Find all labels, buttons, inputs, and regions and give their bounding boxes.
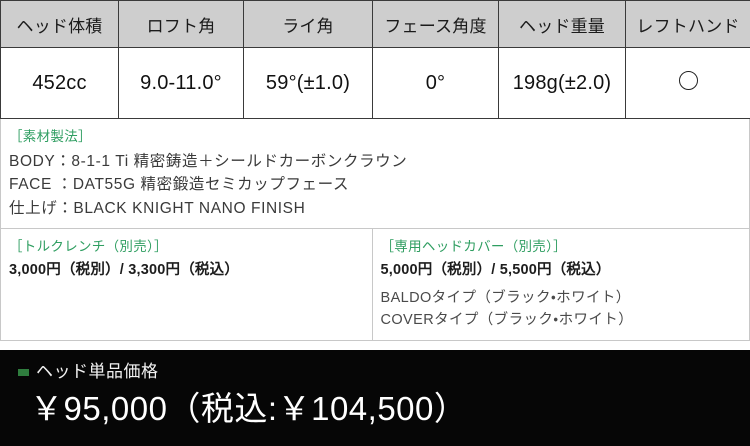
value-head-weight: 198g(±2.0): [498, 47, 626, 119]
head-cover-type-cover: COVERタイプ（ブラック・ホワイト）: [380, 312, 634, 329]
head-cover-price: 5,000円（税別）/ 5,500円（税込）: [380, 262, 611, 279]
value-loft-angle: 9.0-11.0°: [118, 47, 244, 119]
material-line-finish: 仕上げ：BLACK KNIGHT NANO FINISH: [9, 199, 306, 217]
circle-available-icon: [678, 70, 698, 90]
material-section-heading: ［素材製法］: [9, 129, 92, 144]
torque-wrench-price: 3,000円（税別）/ 3,300円（税込）: [9, 262, 240, 279]
column-header-left-hand: レフトハンド: [625, 0, 750, 48]
material-line-body: BODY：8-1-1 Ti 精密鋳造＋シールドカーボンクラウン: [9, 153, 408, 171]
optional-accessories-row: ［トルクレンチ（別売）］ 3,000円（税別）/ 3,300円（税込） ［専用ヘ…: [0, 228, 750, 341]
value-left-hand: [625, 47, 750, 119]
torque-wrench-heading: ［トルクレンチ（別売）］: [9, 238, 168, 254]
material-construction-section: ［素材製法］ BODY：8-1-1 Ti 精密鋳造＋シールドカーボンクラウン F…: [0, 119, 750, 229]
column-header-loft-angle: ロフト角: [118, 0, 244, 48]
head-cover-section: ［専用ヘッドカバー（別売）］ 5,000円（税別）/ 5,500円（税込） BA…: [373, 229, 750, 340]
spec-table: ヘッド体積 ロフト角 ライ角 フェース角度 ヘッド重量 レフトハンド 452cc…: [0, 0, 750, 119]
head-cover-heading: ［専用ヘッドカバー（別売）］: [380, 238, 567, 254]
torque-wrench-section: ［トルクレンチ（別売）］ 3,000円（税別）/ 3,300円（税込）: [1, 228, 373, 340]
value-head-volume: 452cc: [0, 47, 119, 119]
green-square-bullet-icon: [18, 368, 29, 376]
value-face-angle: 0°: [372, 47, 499, 119]
head-price-label-row: ヘッド単品価格: [18, 362, 750, 382]
material-line-face: FACE ：DAT55G 精密鍛造セミカップフェース: [9, 176, 350, 194]
value-lie-angle: 59°(±1.0): [243, 47, 373, 119]
head-cover-type-baldo: BALDOタイプ（ブラック・ホワイト）: [380, 289, 631, 306]
head-price-banner: ヘッド単品価格 ￥95,000（税込:￥104,500）: [0, 350, 750, 446]
column-header-lie-angle: ライ角: [243, 0, 373, 48]
column-header-face-angle: フェース角度: [372, 0, 499, 48]
head-price-value: ￥95,000（税込:￥104,500）: [30, 389, 468, 427]
spec-table-header-row: ヘッド体積 ロフト角 ライ角 フェース角度 ヘッド重量 レフトハンド: [0, 0, 750, 48]
column-header-head-volume: ヘッド体積: [0, 0, 119, 48]
column-header-head-weight: ヘッド重量: [498, 0, 626, 48]
spec-table-value-row: 452cc 9.0-11.0° 59°(±1.0) 0° 198g(±2.0): [0, 47, 750, 119]
head-price-label: ヘッド単品価格: [36, 362, 159, 381]
